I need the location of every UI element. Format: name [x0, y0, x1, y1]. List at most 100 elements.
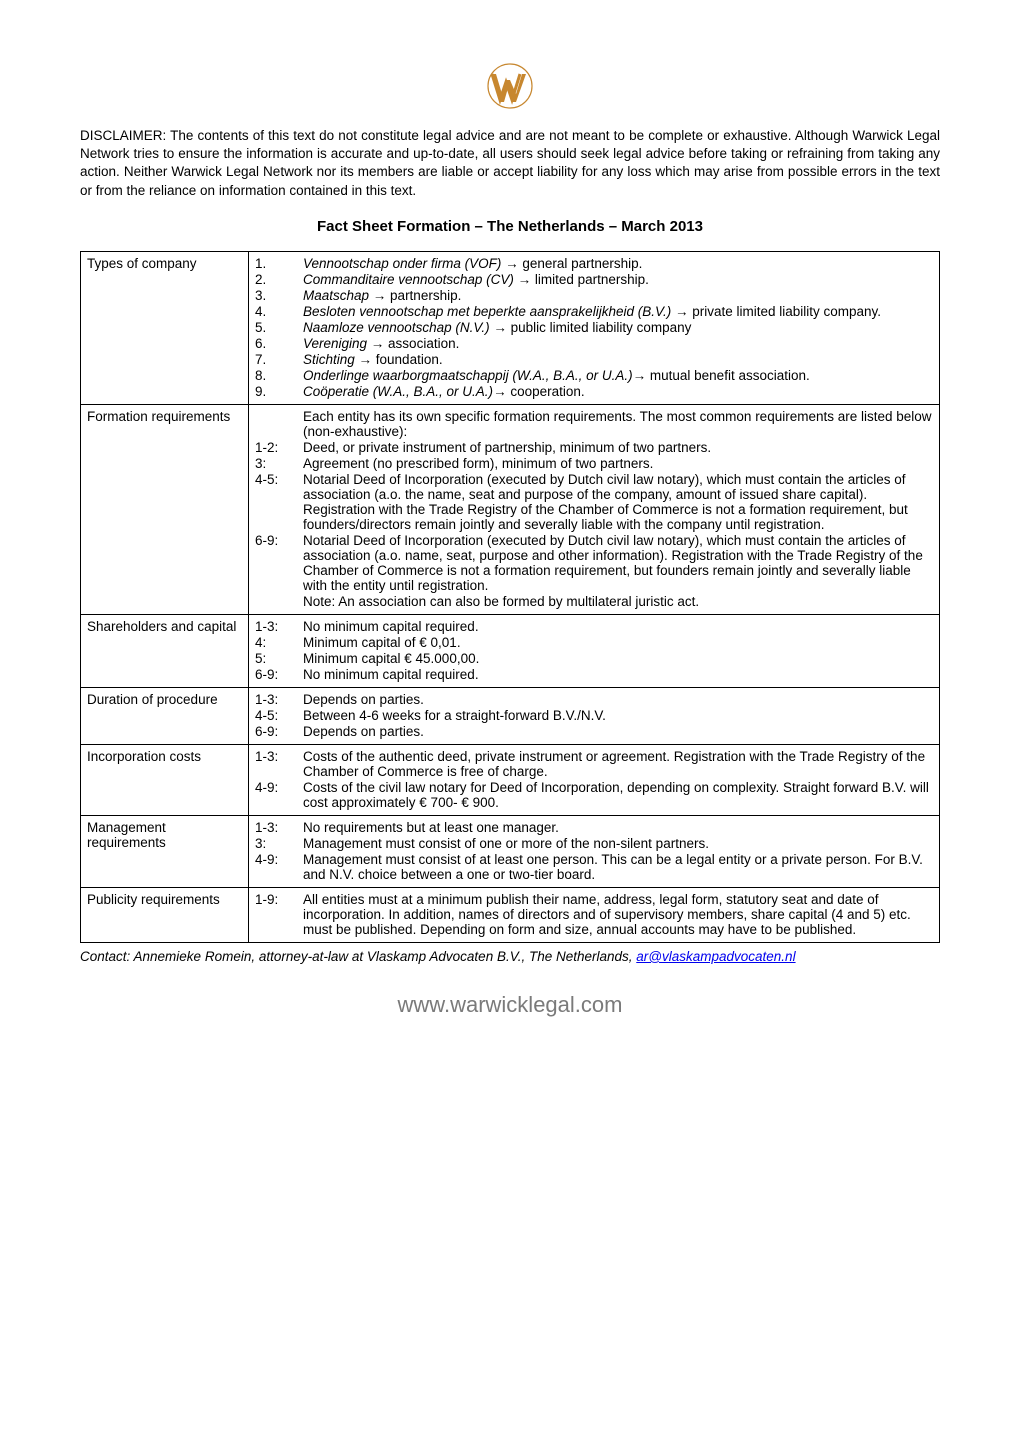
item-text: All entities must at a minimum publish t… — [303, 892, 933, 937]
item-number: 1-2: — [255, 440, 303, 455]
item-plain: → private limited liability company. — [671, 304, 881, 319]
item-number: 5. — [255, 320, 303, 335]
row-content: 1.Vennootschap onder firma (VOF) → gener… — [249, 251, 940, 404]
row-label: Duration of procedure — [81, 687, 249, 744]
item-plain: → partnership. — [369, 288, 461, 303]
item-number: 4. — [255, 304, 303, 319]
row-content: 1-3:No requirements but at least one man… — [249, 815, 940, 887]
item-number: 1. — [255, 256, 303, 271]
item-italic: Stichting — [303, 352, 355, 367]
item-text: Commanditaire vennootschap (CV) → limite… — [303, 272, 933, 287]
item-text: Agreement (no prescribed form), minimum … — [303, 456, 933, 471]
item-plain: → general partnership. — [501, 256, 642, 271]
row-label: Shareholders and capital — [81, 614, 249, 687]
item-number: 1-3: — [255, 749, 303, 764]
item-number: 1-3: — [255, 692, 303, 707]
item-text: Each entity has its own specific formati… — [303, 409, 933, 439]
item-italic: Commanditaire vennootschap (CV) — [303, 272, 514, 287]
item-italic: Maatschap — [303, 288, 369, 303]
item-text: Management must consist of one or more o… — [303, 836, 933, 851]
table-row: Types of company 1.Vennootschap onder fi… — [81, 251, 940, 404]
item-number: 6-9: — [255, 724, 303, 739]
item-text: Minimum capital € 45.000,00. — [303, 651, 933, 666]
row-content: 1-9:All entities must at a minimum publi… — [249, 887, 940, 942]
fact-sheet-table: Types of company 1.Vennootschap onder fi… — [80, 251, 940, 943]
item-text: Management must consist of at least one … — [303, 852, 933, 882]
item-italic: Besloten vennootschap met beperkte aansp… — [303, 304, 671, 319]
item-text: Coöperatie (W.A., B.A., or U.A.)→ cooper… — [303, 384, 933, 399]
item-text: Costs of the authentic deed, private ins… — [303, 749, 933, 779]
item-italic: Vennootschap onder firma (VOF) — [303, 256, 501, 271]
item-text: Depends on parties. — [303, 724, 933, 739]
item-text: Vereniging → association. — [303, 336, 933, 351]
item-number: 2. — [255, 272, 303, 287]
table-row: Publicity requirements 1-9:All entities … — [81, 887, 940, 942]
page-title: Fact Sheet Formation – The Netherlands –… — [80, 218, 940, 235]
item-number: 4-9: — [255, 780, 303, 795]
item-plain: → association. — [367, 336, 459, 351]
item-number: 6-9: — [255, 533, 303, 548]
item-text: No requirements but at least one manager… — [303, 820, 933, 835]
item-text: Naamloze vennootschap (N.V.) → public li… — [303, 320, 933, 335]
item-number: 1-3: — [255, 619, 303, 634]
item-number: 3: — [255, 456, 303, 471]
item-text: No minimum capital required. — [303, 619, 933, 634]
item-text: Depends on parties. — [303, 692, 933, 707]
item-italic: Onderlinge waarborgmaatschappij (W.A., B… — [303, 368, 633, 383]
item-number: 4-5: — [255, 472, 303, 487]
item-number: 6-9: — [255, 667, 303, 682]
item-italic: Naamloze vennootschap (N.V.) — [303, 320, 490, 335]
item-text: Deed, or private instrument of partnersh… — [303, 440, 933, 455]
item-number: 1-9: — [255, 892, 303, 907]
table-row: Shareholders and capital 1-3:No minimum … — [81, 614, 940, 687]
item-note: Note: An association can also be formed … — [303, 594, 933, 609]
item-plain: → mutual benefit association. — [633, 368, 810, 383]
contact-email-link[interactable]: ar@vlaskampadvocaten.nl — [636, 949, 795, 964]
item-number: 4: — [255, 635, 303, 650]
item-text: Minimum capital of € 0,01. — [303, 635, 933, 650]
item-text: Vennootschap onder firma (VOF) → general… — [303, 256, 933, 271]
row-label: Formation requirements — [81, 404, 249, 614]
item-number: 3: — [255, 836, 303, 851]
item-plain: → cooperation. — [493, 384, 585, 399]
table-row: Duration of procedure 1-3:Depends on par… — [81, 687, 940, 744]
item-number: 5: — [255, 651, 303, 666]
logo-container — [80, 60, 940, 117]
warwick-logo-icon — [480, 60, 540, 117]
footer-url: www.warwicklegal.com — [80, 992, 940, 1018]
item-text: Costs of the civil law notary for Deed o… — [303, 780, 933, 810]
row-content: 1-3:Depends on parties. 4-5:Between 4-6 … — [249, 687, 940, 744]
item-text: Notarial Deed of Incorporation (executed… — [303, 472, 933, 532]
row-label: Management requirements — [81, 815, 249, 887]
contact-text: Contact: Annemieke Romein, attorney-at-l… — [80, 949, 636, 964]
table-row: Formation requirements Each entity has i… — [81, 404, 940, 614]
item-number: 7. — [255, 352, 303, 367]
item-text: Notarial Deed of Incorporation (executed… — [303, 533, 933, 593]
row-label: Publicity requirements — [81, 887, 249, 942]
item-italic: Vereniging — [303, 336, 367, 351]
item-text: No minimum capital required. — [303, 667, 933, 682]
table-row: Management requirements 1-3:No requireme… — [81, 815, 940, 887]
item-number: 4-9: — [255, 852, 303, 867]
item-number: 3. — [255, 288, 303, 303]
item-plain: → public limited liability company — [490, 320, 692, 335]
item-number: 8. — [255, 368, 303, 383]
item-number: 4-5: — [255, 708, 303, 723]
row-content: Each entity has its own specific formati… — [249, 404, 940, 614]
row-label: Types of company — [81, 251, 249, 404]
disclaimer-text: DISCLAIMER: The contents of this text do… — [80, 127, 940, 200]
item-number: 1-3: — [255, 820, 303, 835]
item-text: Onderlinge waarborgmaatschappij (W.A., B… — [303, 368, 933, 383]
row-content: 1-3:Costs of the authentic deed, private… — [249, 744, 940, 815]
item-text: Maatschap → partnership. — [303, 288, 933, 303]
contact-line: Contact: Annemieke Romein, attorney-at-l… — [80, 949, 940, 964]
item-plain: → limited partnership. — [514, 272, 649, 287]
item-text: Stichting → foundation. — [303, 352, 933, 367]
item-text: Between 4-6 weeks for a straight-forward… — [303, 708, 933, 723]
item-number: 9. — [255, 384, 303, 399]
item-text: Besloten vennootschap met beperkte aansp… — [303, 304, 933, 319]
row-content: 1-3:No minimum capital required. 4:Minim… — [249, 614, 940, 687]
item-plain: → foundation. — [355, 352, 443, 367]
row-label: Incorporation costs — [81, 744, 249, 815]
item-number: 6. — [255, 336, 303, 351]
